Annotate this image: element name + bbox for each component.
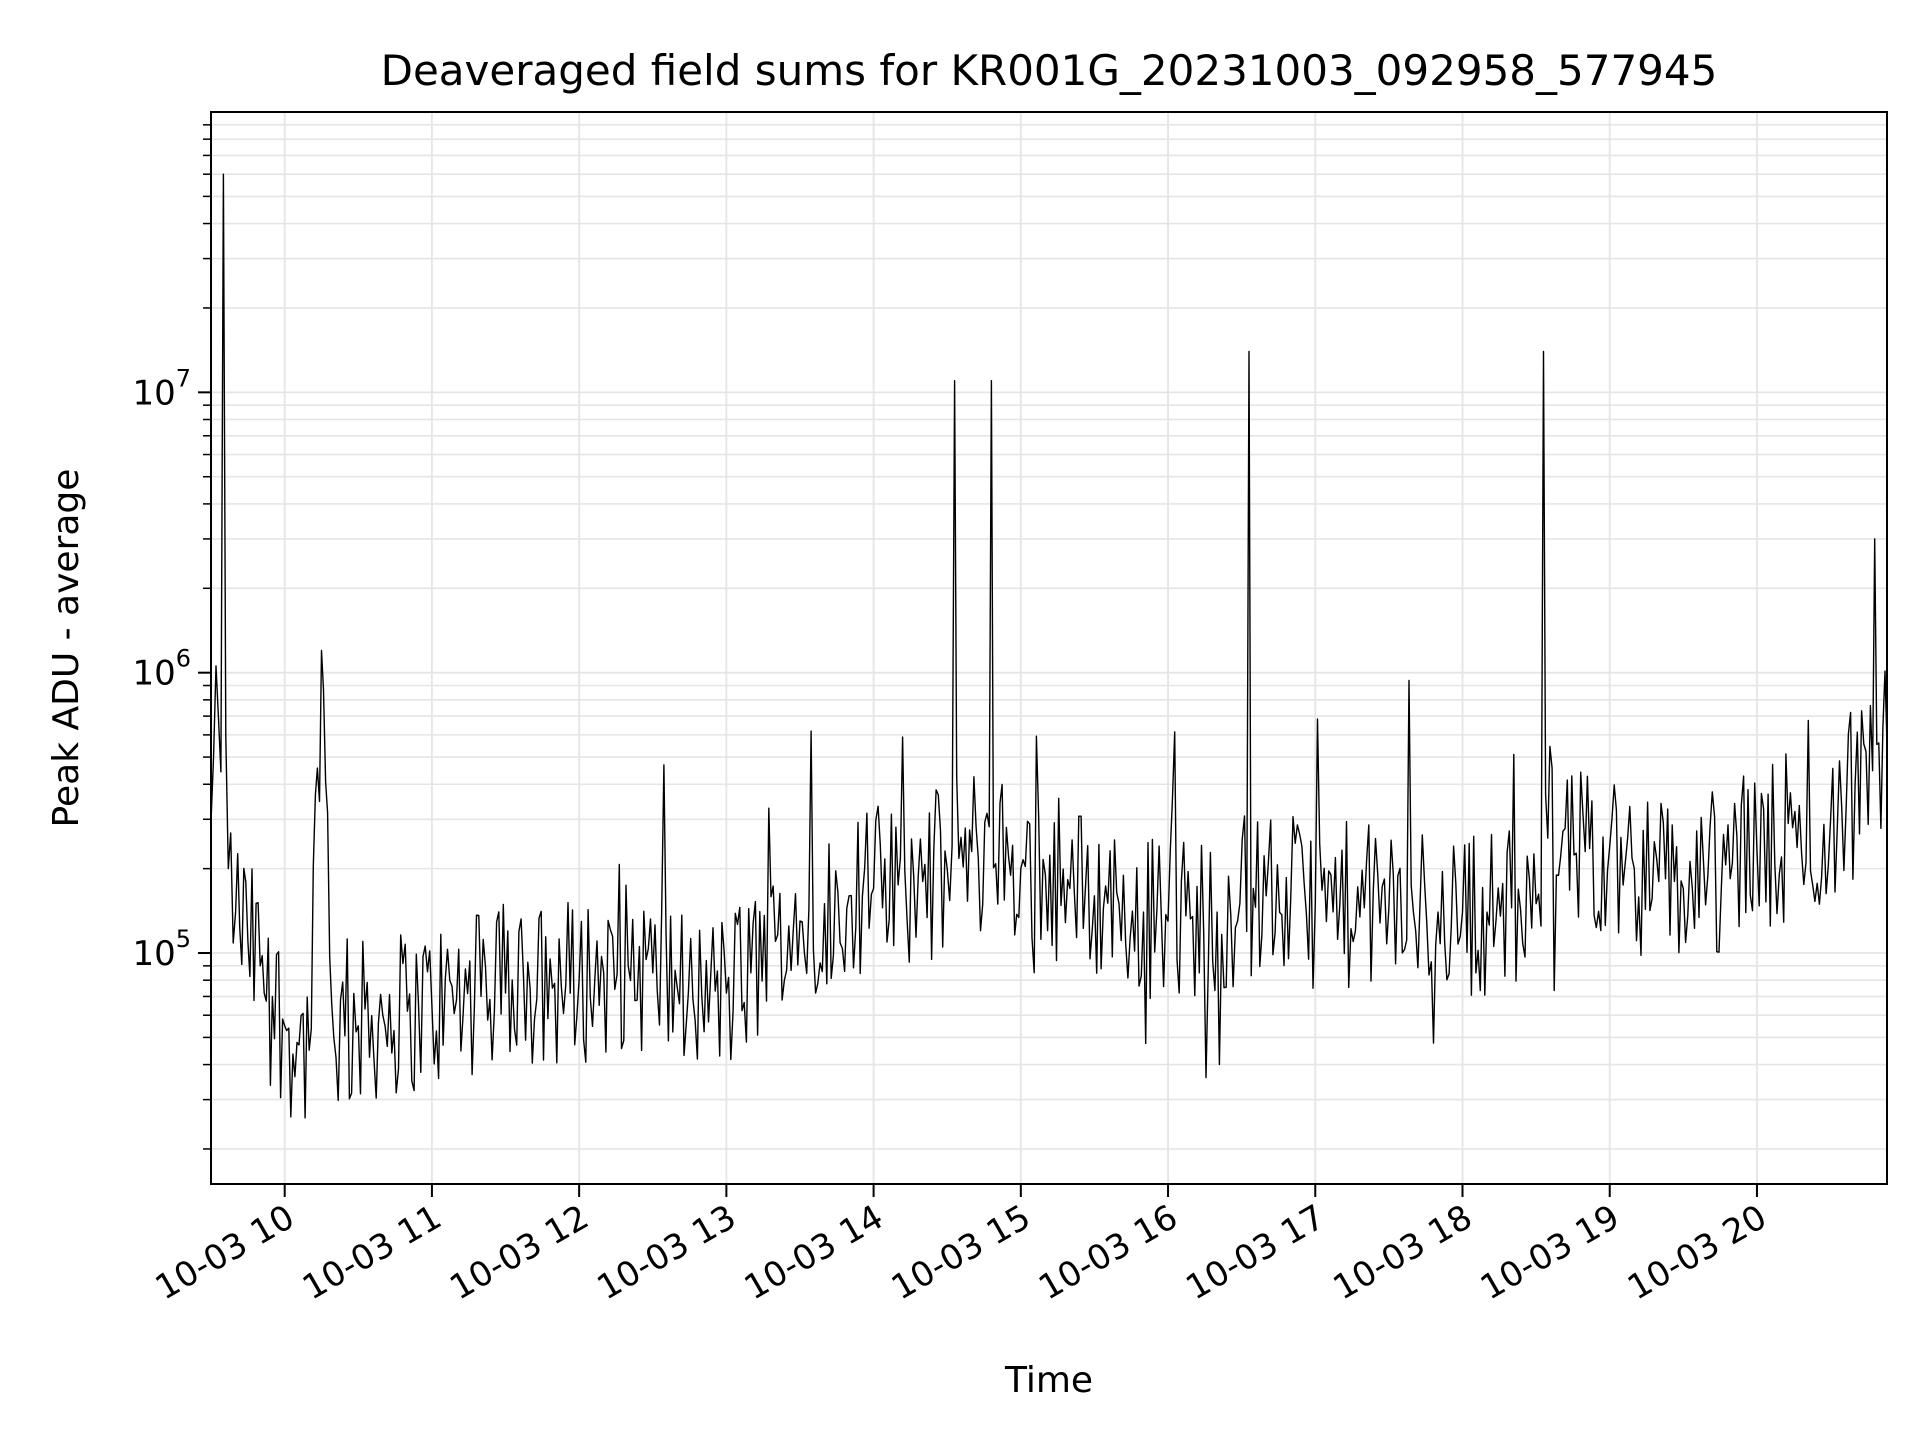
y-axis: 105 106 107	[132, 124, 211, 1150]
x-tick-label: 10-03 17	[1179, 1197, 1331, 1308]
x-tick-label: 10-03 19	[1474, 1197, 1626, 1308]
series-line	[210, 173, 1888, 1119]
y-tick-label: 107	[132, 364, 191, 413]
grid	[211, 112, 1887, 1184]
x-tick-label: 10-03 15	[885, 1197, 1037, 1308]
x-tick-label: 10-03 16	[1032, 1197, 1184, 1308]
x-tick-label: 10-03 13	[590, 1197, 742, 1308]
x-tick-label: 10-03 14	[738, 1197, 890, 1308]
y-axis-label: Peak ADU - average	[46, 469, 87, 828]
plot-frame	[210, 111, 1888, 1185]
chart-title: Deaveraged field sums for KR001G_2023100…	[381, 46, 1718, 95]
x-tick-label: 10-03 20	[1621, 1197, 1773, 1308]
y-tick-label: 106	[132, 645, 191, 694]
x-tick-label: 10-03 12	[443, 1197, 595, 1308]
x-tick-label: 10-03 18	[1327, 1197, 1479, 1308]
x-tick-label: 10-03 10	[149, 1197, 301, 1308]
series-layer	[210, 173, 1888, 1119]
x-tick-label: 10-03 11	[296, 1197, 448, 1308]
y-tick-label: 105	[132, 925, 191, 974]
x-axis-label: Time	[1004, 1360, 1093, 1401]
